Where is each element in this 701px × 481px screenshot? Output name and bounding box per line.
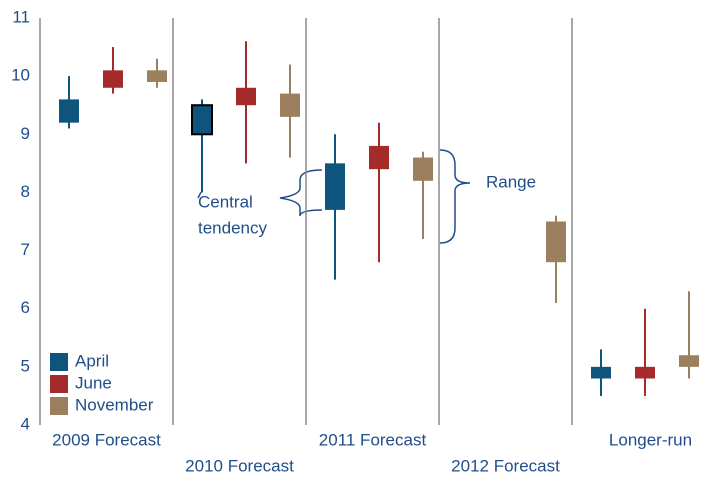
legend-label: June xyxy=(75,373,112,392)
annotation: Range xyxy=(486,172,536,191)
y-tick-label: 5 xyxy=(21,356,30,375)
central-tendency-box xyxy=(413,157,433,181)
central-tendency-box xyxy=(546,221,566,263)
central-tendency-box xyxy=(325,163,345,210)
x-tick-label: 2010 Forecast xyxy=(185,456,294,475)
y-tick-label: 4 xyxy=(21,414,30,433)
y-tick-label: 11 xyxy=(12,7,30,26)
central-tendency-box xyxy=(679,355,699,367)
annotation: Central xyxy=(198,192,253,211)
x-tick-label: Longer-run xyxy=(609,430,692,449)
central-tendency-box xyxy=(147,70,167,82)
x-tick-label: 2011 Forecast xyxy=(319,430,427,449)
central-tendency-box xyxy=(191,104,213,136)
x-tick-label: 2009 Forecast xyxy=(52,430,161,449)
range-brace xyxy=(439,149,471,244)
x-tick-label: 2012 Forecast xyxy=(451,456,560,475)
central-tendency-box xyxy=(635,366,655,379)
legend-swatch xyxy=(50,353,68,371)
y-tick-label: 8 xyxy=(21,182,30,201)
y-tick-label: 7 xyxy=(21,240,30,259)
central-tendency-box xyxy=(103,70,123,88)
legend-swatch xyxy=(50,375,68,393)
central-tendency-box xyxy=(236,87,256,106)
y-tick-label: 6 xyxy=(21,298,30,317)
annotation: tendency xyxy=(198,218,267,237)
central-tendency-brace xyxy=(279,169,323,217)
legend-label: April xyxy=(75,351,109,370)
pointer xyxy=(197,191,202,199)
y-tick-label: 10 xyxy=(11,66,30,85)
central-tendency-box xyxy=(369,145,389,170)
central-tendency-box xyxy=(59,99,79,123)
y-tick-label: 9 xyxy=(21,124,30,143)
legend-label: November xyxy=(75,395,154,414)
legend-swatch xyxy=(50,397,68,415)
central-tendency-box xyxy=(591,366,611,379)
central-tendency-box xyxy=(280,93,300,117)
